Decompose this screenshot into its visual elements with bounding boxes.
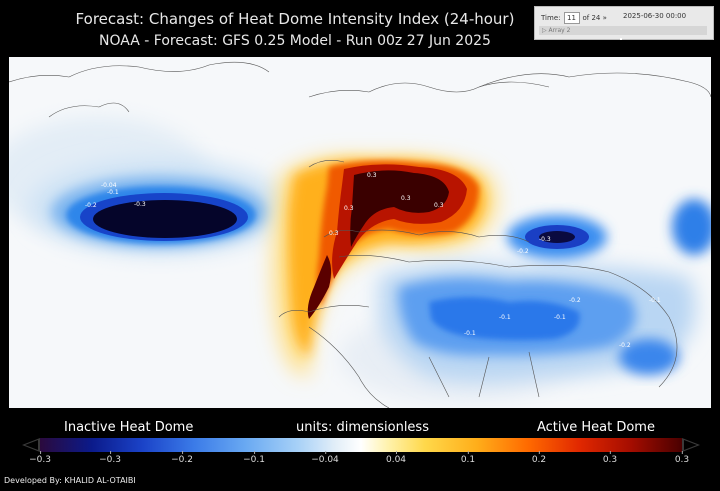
europe-positive-anomaly (272, 156, 497, 377)
contour-label: -0.1 (464, 330, 476, 337)
contour-label: 0.3 (329, 230, 339, 237)
colorbar-tick: 0.1 (460, 451, 476, 465)
colorbar (40, 438, 682, 452)
legend-inactive-label: Inactive Heat Dome (64, 420, 194, 435)
map-title: Forecast: Changes of Heat Dome Intensity… (75, 10, 515, 28)
colorbar-tick: 0.2 (531, 451, 547, 465)
contour-label: -0.2 (569, 297, 581, 304)
contour-labels: -0.04 -0.1 -0.2 -0.3 0.3 0.3 0.3 0.3 0.3… (85, 172, 661, 349)
time-label: Time: (541, 14, 561, 22)
contour-label: -0.2 (517, 248, 529, 255)
credit-text: Developed By: KHALID AL-OTAIBI (4, 476, 136, 485)
contour-label: 0.3 (367, 172, 377, 179)
colorbar-tick: −0.2 (171, 451, 193, 465)
legend-units-label: units: dimensionless (296, 420, 429, 435)
time-step-input[interactable]: 11 (563, 12, 580, 24)
contour-label: 0.3 (434, 202, 444, 209)
array-label: Array 2 (548, 27, 571, 34)
coastlines (9, 61, 711, 408)
colorbar-tick: −0.1 (243, 451, 265, 465)
contour-label: -0.1 (107, 189, 119, 196)
contour-label: 0.3 (401, 195, 411, 202)
contour-label: 0.3 (344, 205, 354, 212)
panel-dot (620, 38, 622, 40)
time-step-row: Time: 11 of 24 » (541, 12, 607, 24)
colorbar-tick: −0.3 (99, 451, 121, 465)
time-step-total[interactable]: of 24 » (582, 14, 607, 22)
colorbar-min-arrow (22, 438, 40, 452)
colorbar-tick: −0.04 (311, 451, 339, 465)
contour-label: -0.3 (134, 201, 146, 208)
time-datetime: 2025-06-30 00:00 (623, 12, 687, 20)
contour-label: -0.1 (649, 297, 661, 304)
atlantic-negative-anomaly (29, 159, 289, 255)
colorbar-tick: 0.04 (385, 451, 407, 465)
legend-active-label: Active Heat Dome (537, 420, 655, 435)
contour-label: -0.04 (101, 182, 117, 189)
colorbar-tick: 0.3 (674, 451, 690, 465)
contour-label: -0.2 (85, 202, 97, 209)
contour-label: -0.1 (499, 314, 511, 321)
heat-dome-map[interactable]: -0.04 -0.1 -0.2 -0.3 0.3 0.3 0.3 0.3 0.3… (9, 57, 711, 408)
time-control-panel: Time: 11 of 24 » 2025-06-30 00:00 ▷ Arra… (534, 6, 714, 40)
colorbar-tick: 0.3 (602, 451, 618, 465)
map-subtitle: NOAA - Forecast: GFS 0.25 Model - Run 00… (99, 33, 491, 49)
middle-east-negative-anomaly (379, 199, 711, 382)
colorbar-tick: −0.3 (29, 451, 51, 465)
map-canvas: -0.04 -0.1 -0.2 -0.3 0.3 0.3 0.3 0.3 0.3… (9, 57, 711, 408)
contour-label: -0.3 (539, 236, 551, 243)
colorbar-max-arrow (682, 438, 700, 452)
contour-label: -0.1 (554, 314, 566, 321)
array-selector[interactable]: ▷ Array 2 (539, 26, 707, 35)
contour-label: -0.2 (619, 342, 631, 349)
